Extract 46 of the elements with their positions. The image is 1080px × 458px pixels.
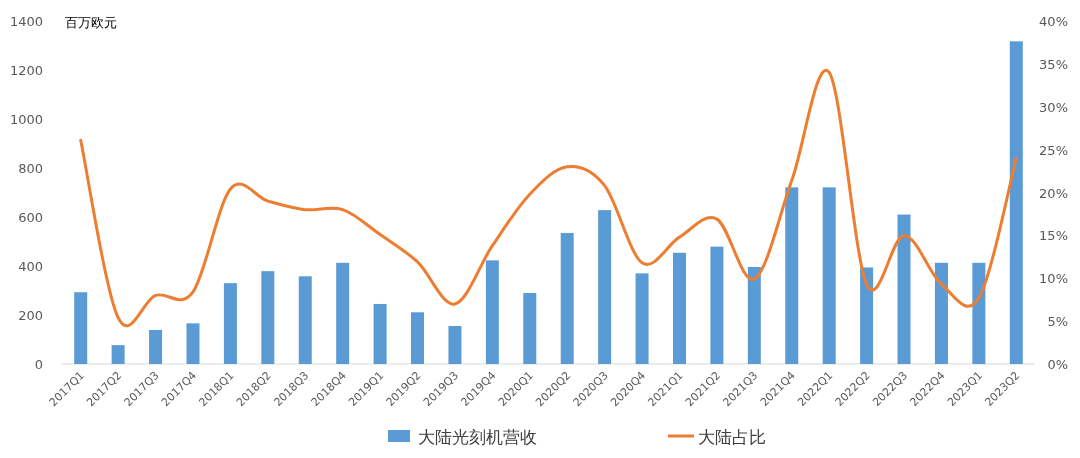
bar [336,262,350,364]
y-tick-label: 0 [34,357,43,372]
bar [411,312,425,364]
bar [485,260,499,364]
bar [598,210,612,364]
y2-tick-label: 35% [1039,56,1068,72]
bar [223,283,237,364]
y-tick-label: 1200 [9,63,43,78]
legend-label: 大陆占比 [698,427,766,447]
y-tick-label: 1400 [9,14,43,29]
bar [672,252,686,364]
y2-tick-label: 30% [1039,99,1068,115]
bar [747,266,761,364]
bar [186,323,200,364]
y-tick-label: 200 [18,308,43,323]
bar [635,273,649,364]
y2-tick-label: 25% [1039,142,1068,158]
bar [822,187,836,364]
y-tick-label: 600 [18,210,43,225]
y-tick-label: 1000 [9,112,43,127]
bar [1009,41,1023,364]
bar [111,345,125,364]
legend-label: 大陆光刻机营收 [418,427,537,447]
bar [897,214,911,364]
bar [860,267,874,364]
bar [149,329,163,364]
y2-tick-label: 40% [1039,14,1068,29]
y-axis-title: 百万欧元 [65,15,117,30]
bar [934,262,948,364]
y-tick-label: 400 [18,259,43,274]
y2-tick-label: 10% [1039,271,1068,287]
bar [298,276,312,364]
bar [560,232,574,364]
bar [523,292,537,364]
bar [448,326,462,364]
bar [785,187,799,364]
y2-tick-label: 20% [1039,185,1068,201]
bar [373,303,387,364]
y2-tick-label: 15% [1039,228,1068,244]
bar [710,246,724,364]
bar [261,271,275,364]
y2-tick-label: 0% [1047,357,1068,372]
bar [972,262,986,364]
y2-tick-label: 5% [1047,314,1068,330]
y-tick-label: 800 [18,161,43,176]
bar [74,292,88,364]
